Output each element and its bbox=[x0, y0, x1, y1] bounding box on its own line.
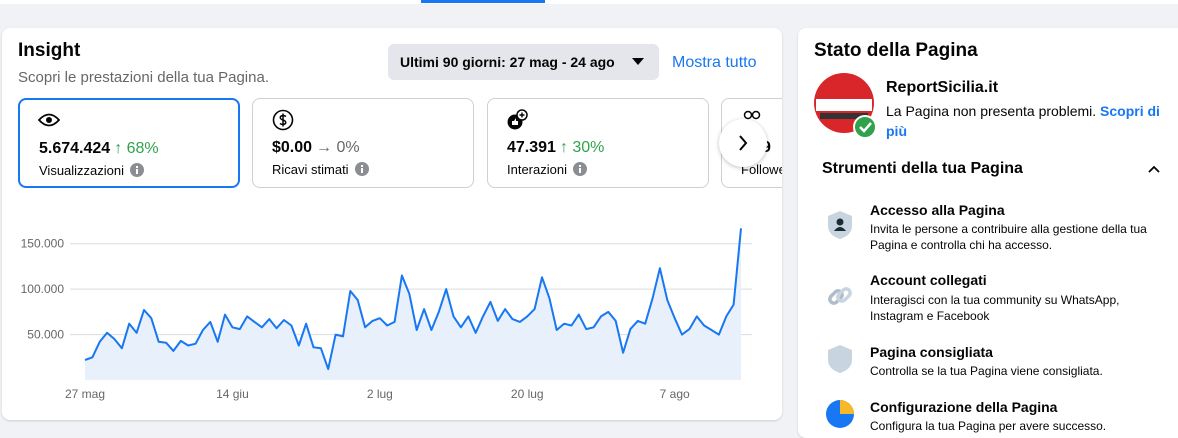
learn-more-link[interactable]: Scopri di più bbox=[886, 103, 1160, 139]
metric-value: 47.391 ↑ 30% bbox=[507, 139, 604, 157]
metric-label: Interazioni bbox=[507, 162, 587, 177]
info-icon[interactable] bbox=[354, 162, 369, 176]
link-icon bbox=[828, 287, 852, 305]
metric-change: ↑ 30% bbox=[559, 139, 605, 156]
show-all-link[interactable]: Mostra tutto bbox=[672, 54, 757, 71]
y-tick-label: 150.000 bbox=[21, 237, 65, 251]
y-tick-label: 50.000 bbox=[27, 328, 64, 342]
active-tab-indicator bbox=[421, 0, 545, 3]
top-bar bbox=[0, 0, 1178, 4]
setup-icon bbox=[826, 400, 854, 428]
access-icon bbox=[828, 211, 852, 239]
dropdown-caret bbox=[632, 58, 644, 65]
metric-label-text: Followe bbox=[741, 162, 782, 177]
metric-value: 5.674.424 ↑ 68% bbox=[39, 140, 159, 158]
page-avatar bbox=[814, 73, 877, 139]
insight-subtitle: Scopri le prestazioni della tua Pagina. bbox=[18, 69, 269, 86]
tool-title[interactable]: Account collegati bbox=[870, 272, 987, 288]
interactions-icon bbox=[507, 109, 528, 130]
data-line bbox=[84, 228, 742, 371]
x-tick-label: 27 mag bbox=[65, 387, 105, 401]
x-tick-label: 7 ago bbox=[660, 387, 690, 401]
metric-number: 5.674.424 bbox=[39, 140, 111, 157]
recommended-icon bbox=[828, 345, 852, 373]
date-range-button[interactable]: Ultimi 90 giorni: 27 mag - 24 ago bbox=[388, 44, 659, 80]
metric-number: $0.00 bbox=[272, 139, 313, 156]
metric-label-text: Interazioni bbox=[507, 162, 567, 177]
date-range-label: Ultimi 90 giorni: 27 mag - 24 ago bbox=[400, 54, 615, 70]
next-button[interactable] bbox=[719, 119, 767, 167]
info-icon[interactable] bbox=[130, 163, 145, 177]
page-status-text: La Pagina non presenta problemi. Scopri … bbox=[886, 101, 1178, 141]
page-status-title: Stato della Pagina bbox=[814, 40, 978, 61]
tools-title: Strumenti della tua Pagina bbox=[822, 160, 1023, 177]
metric-label: Ricavi stimati bbox=[272, 162, 369, 177]
metric-number: 47.391 bbox=[507, 139, 556, 156]
chart: 50.000 100.000 150.000 27 mag 14 giu 2 lug 20 … bbox=[21, 228, 752, 401]
tool-description: Configura la tua Pagina per avere succes… bbox=[870, 419, 1107, 433]
info-icon[interactable] bbox=[572, 162, 587, 176]
metric-label-text: Ricavi stimati bbox=[272, 162, 349, 177]
x-tick-label: 14 giu bbox=[216, 387, 249, 401]
chevron-right bbox=[739, 135, 748, 151]
tool-description: Controlla se la tua Pagina viene consigl… bbox=[870, 364, 1103, 378]
metric-label-text: Visualizzazioni bbox=[39, 163, 125, 178]
metric-label: Visualizzazioni bbox=[39, 163, 145, 178]
collapse-chevron[interactable] bbox=[1148, 166, 1160, 174]
eye-icon bbox=[38, 113, 60, 127]
area-fill bbox=[85, 228, 741, 380]
metric-card[interactable]: 47.391 ↑ 30% Interazioni bbox=[487, 98, 709, 188]
tool-title[interactable]: Configurazione della Pagina bbox=[870, 399, 1058, 415]
tool-title[interactable]: Pagina consigliata bbox=[870, 344, 993, 360]
metric-change: → 0% bbox=[316, 139, 360, 156]
tool-title[interactable]: Accesso alla Pagina bbox=[870, 202, 1005, 218]
followers-icon bbox=[743, 110, 761, 120]
tool-description: Interagisci con la tua community su What… bbox=[870, 293, 1120, 323]
y-tick-label: 100.000 bbox=[21, 282, 65, 296]
insight-title: Insight bbox=[18, 40, 81, 61]
page-name[interactable]: ReportSicilia.it bbox=[886, 79, 999, 96]
x-tick-label: 2 lug bbox=[367, 387, 393, 401]
dollar-icon bbox=[272, 109, 294, 131]
metric-value: $0.00 → 0% bbox=[272, 139, 360, 157]
metric-label: Followe bbox=[741, 162, 782, 177]
status-text: La Pagina non presenta problemi. bbox=[886, 103, 1097, 119]
metric-card[interactable]: 5.674.424 ↑ 68% Visualizzazioni bbox=[18, 98, 240, 188]
tool-description: Invita le persone a contribuire alla ges… bbox=[870, 222, 1147, 252]
metric-card[interactable]: $0.00 → 0% Ricavi stimati bbox=[252, 98, 474, 188]
metric-change: ↑ 68% bbox=[114, 140, 159, 157]
x-tick-label: 20 lug bbox=[511, 387, 544, 401]
